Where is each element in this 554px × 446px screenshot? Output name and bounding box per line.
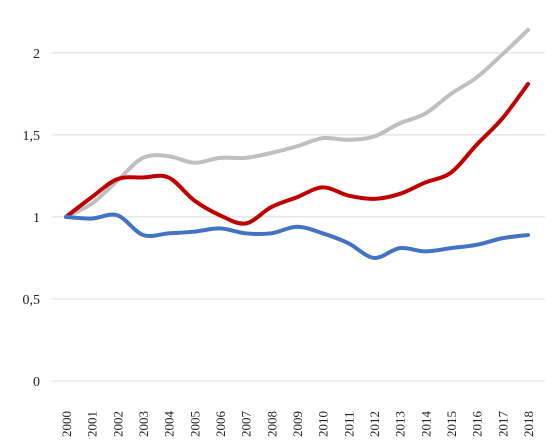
x-tick-label: 2014 [418, 411, 433, 438]
y-tick-label: 1 [33, 211, 40, 226]
x-tick-label: 2013 [393, 411, 408, 437]
x-tick-label: 2003 [136, 411, 151, 437]
x-tick-label: 2017 [495, 410, 510, 437]
series-lines [64, 27, 530, 260]
y-tick-label: 0,5 [23, 293, 41, 308]
series-line-blue [64, 212, 530, 260]
x-tick-label: 2016 [470, 411, 485, 438]
x-tick-label: 2008 [264, 411, 279, 437]
x-axis: 2000 2001 2002 2003 2004 2005 2006 2007 2008 2009… [59, 410, 536, 437]
y-tick-label: 2 [33, 47, 40, 62]
x-tick-label: 2001 [85, 411, 100, 437]
series-line-gray [64, 27, 530, 219]
x-tick-label: 2012 [367, 411, 382, 437]
x-tick-label: 2010 [316, 411, 331, 437]
x-tick-label: 2005 [187, 411, 202, 437]
y-tick-label: 1,5 [23, 129, 41, 144]
y-axis: 0 0,5 1 1,5 2 [23, 47, 41, 390]
x-tick-label: 2011 [341, 411, 356, 437]
x-tick-label: 2002 [110, 411, 125, 437]
x-tick-label: 2015 [444, 411, 459, 437]
y-tick-label: 0 [33, 375, 40, 390]
x-tick-label: 2007 [239, 411, 254, 438]
x-tick-label: 2018 [521, 411, 536, 437]
x-tick-label: 2006 [213, 411, 228, 438]
x-tick-label: 2004 [162, 411, 177, 438]
x-tick-label: 2000 [59, 411, 74, 437]
series-line-red [64, 82, 530, 226]
gridlines [52, 52, 545, 382]
x-tick-label: 2009 [290, 411, 305, 437]
